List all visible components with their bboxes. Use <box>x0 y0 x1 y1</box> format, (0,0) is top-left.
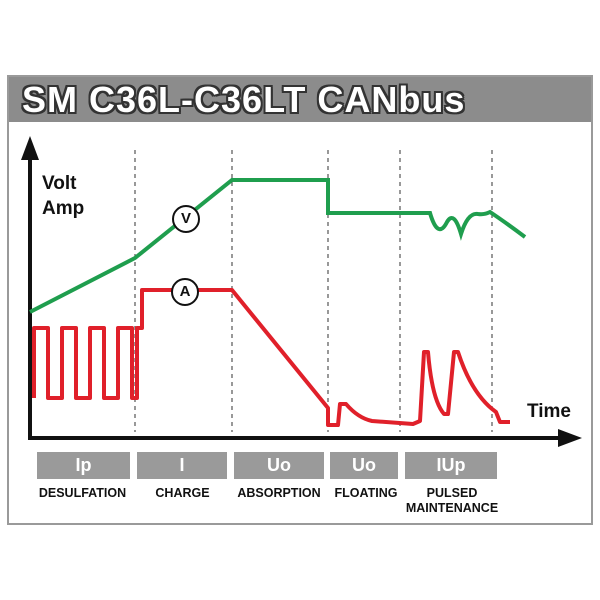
phase-code: Ip <box>37 452 130 479</box>
phase-name: DESULFATION <box>38 486 127 500</box>
phase-name: ABSORPTION <box>237 486 321 500</box>
phase-code: I <box>137 452 227 479</box>
phase-name: PULSED MAINTENANCE <box>405 486 499 515</box>
voltage-marker-circle <box>172 205 200 233</box>
title-bar <box>9 77 591 122</box>
y-axis-label: Volt <box>42 173 77 194</box>
title: SM C36L-C36LT CANbus <box>22 79 466 120</box>
curve-marker: V <box>180 210 191 227</box>
voltage-curve <box>29 178 527 314</box>
curve-marker: A <box>179 283 191 300</box>
current-curve <box>32 288 510 427</box>
y-axis-label: Amp <box>42 198 85 219</box>
phase-code: Uo <box>330 452 398 479</box>
phase-name: CHARGE <box>155 486 210 500</box>
phase-code: Uo <box>234 452 324 479</box>
phase-name: FLOATING <box>334 486 398 500</box>
axes <box>21 136 582 447</box>
x-axis-label: Time <box>527 401 572 422</box>
frame <box>7 75 593 525</box>
current-marker-circle <box>171 278 199 306</box>
phase-code: IUp <box>405 452 497 479</box>
